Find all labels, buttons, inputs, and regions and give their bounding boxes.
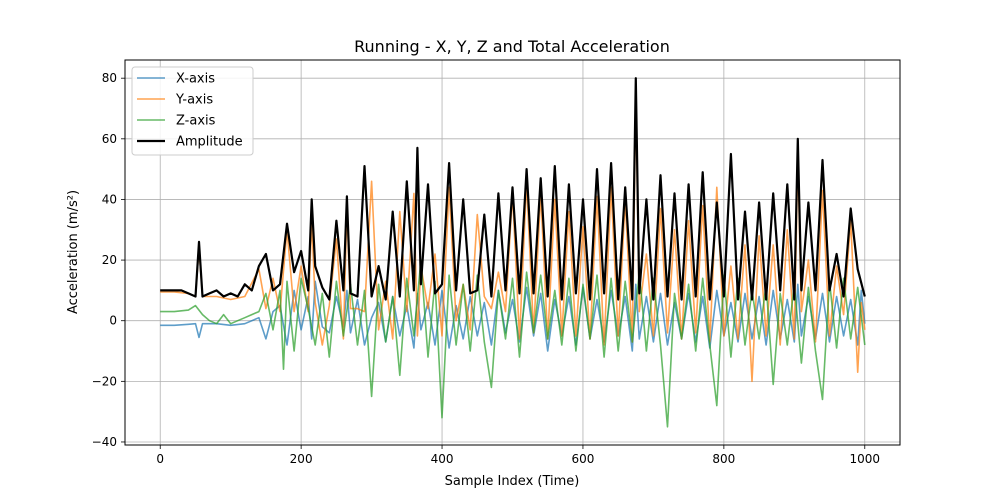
x-tick-label: 200 — [290, 452, 313, 466]
plot-frame — [124, 59, 901, 446]
y-tick-label: 60 — [102, 132, 117, 146]
y-tick-label: −20 — [92, 374, 117, 388]
legend-label: Y-axis — [175, 93, 213, 108]
y-tick-label: −40 — [92, 435, 117, 449]
legend-label: X-axis — [176, 72, 215, 87]
y-axis: −40 −20 0 20 40 60 80 — [92, 71, 125, 449]
x-tick-label: 400 — [431, 452, 454, 466]
chart-title: Running - X, Y, Z and Total Acceleration — [354, 37, 670, 56]
y-tick-label: 20 — [102, 253, 117, 267]
series-line-amplitude — [160, 77, 866, 301]
y-tick-label: 40 — [102, 192, 117, 206]
legend-label: Z-axis — [176, 114, 216, 129]
y-tick-label: 0 — [109, 314, 117, 328]
legend: X-axis Y-axis Z-axis Amplitude — [131, 66, 254, 156]
legend-label: Amplitude — [176, 135, 243, 150]
plot-lines — [160, 77, 866, 428]
x-axis: 0 200 400 600 800 1000 — [156, 445, 880, 466]
series-line-z-axis — [160, 259, 866, 428]
series-line-x-axis — [160, 280, 866, 352]
y-tick-label: 80 — [102, 71, 117, 85]
x-tick-label: 600 — [572, 452, 595, 466]
legend-box — [131, 66, 254, 156]
x-tick-label: 800 — [712, 452, 735, 466]
y-axis-label: Acceleration (m/s²) — [66, 190, 81, 314]
x-axis-label: Sample Index (Time) — [445, 474, 580, 489]
x-tick-label: 1000 — [849, 452, 880, 466]
x-tick-label: 0 — [156, 452, 164, 466]
